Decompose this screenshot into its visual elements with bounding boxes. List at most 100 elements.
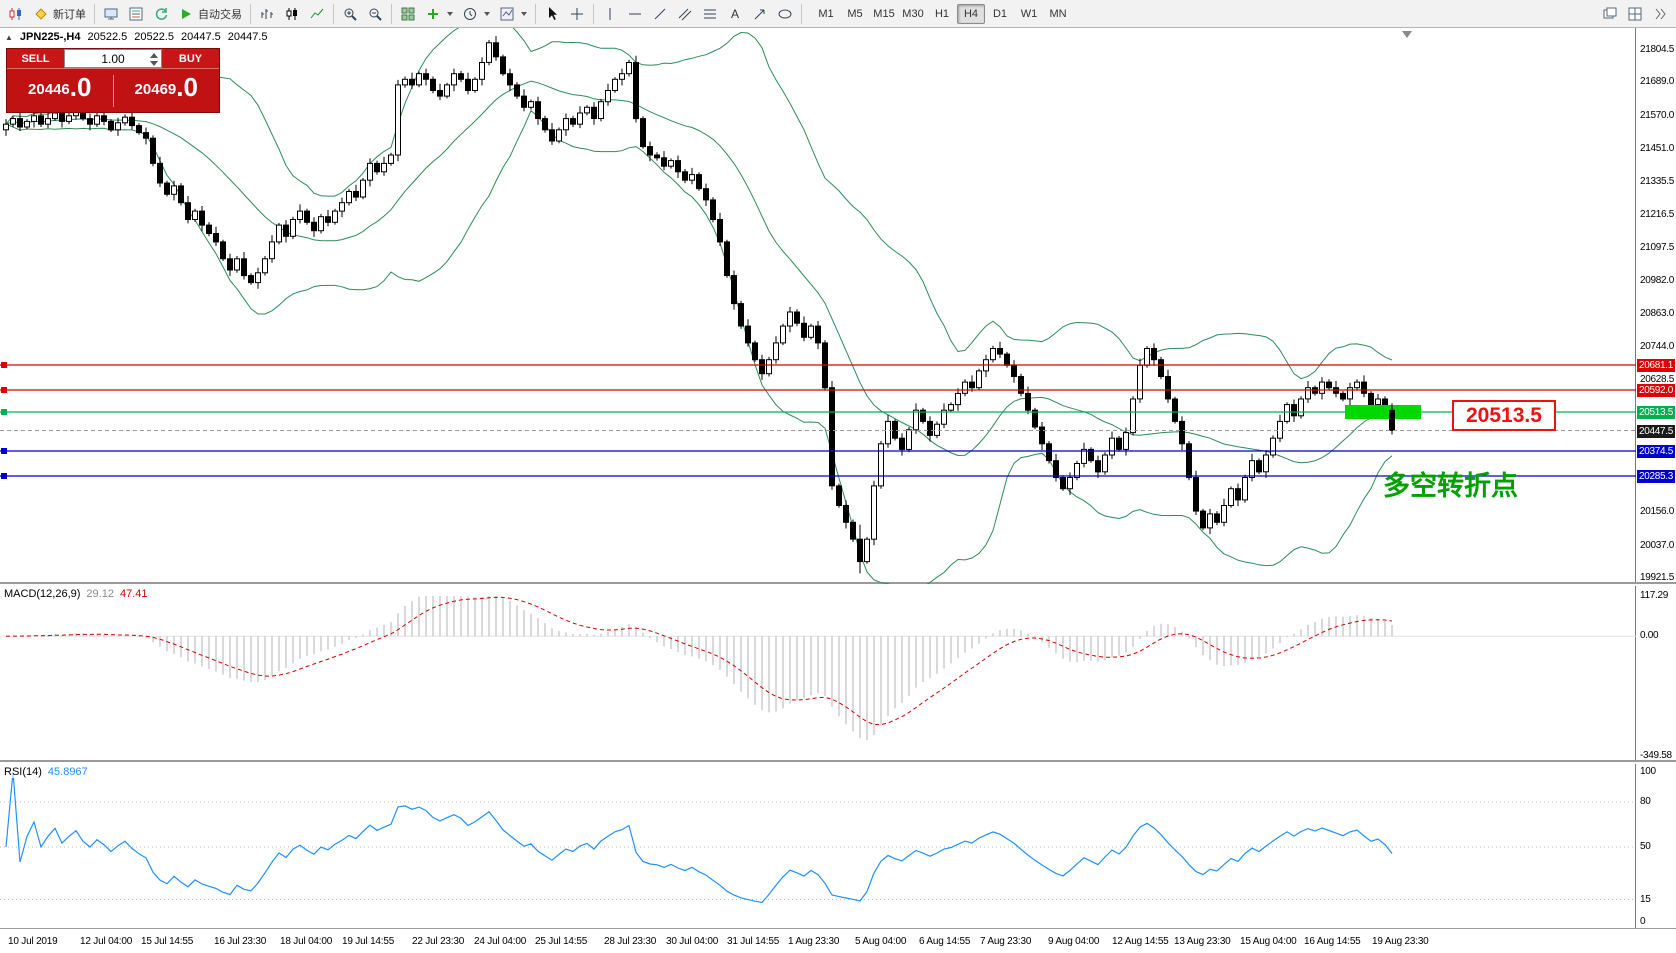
macd-plot-area[interactable] [0,586,1636,760]
horizontal-line-button[interactable] [623,3,647,25]
price-plot-area[interactable] [0,28,1636,584]
bar-chart-icon [261,8,273,19]
window-tile-button[interactable] [1623,3,1647,25]
timeframe-M30[interactable]: M30 [902,7,924,20]
zoom-out-icon [369,8,382,21]
cursor-button[interactable] [540,3,564,25]
periods-icon [464,7,476,20]
timeframe-M1[interactable]: M1 [818,7,834,20]
price-axis-label: 21216.5 [1640,209,1675,220]
time-axis[interactable]: 10 Jul 2019 12 Jul 04:00 15 Jul 14:55 16 Ju… [0,928,1676,953]
time-axis-label: 28 Jul 23:30 [604,936,657,947]
zoom-out-button[interactable] [363,3,387,25]
sell-price[interactable]: 20446.0 [7,71,113,104]
time-axis-label: 7 Aug 23:30 [980,936,1032,947]
new-chart-icon [9,7,21,20]
templates-button[interactable] [495,3,531,25]
indicators-icon [428,8,438,19]
profiles-button[interactable] [99,3,123,25]
volume-value: 1.00 [101,51,125,66]
autotrade-button[interactable]: 自动交易 [174,3,246,25]
line-chart-button[interactable] [305,3,329,25]
toolbar-separator [333,3,334,24]
price-annotation-label[interactable]: 20513.5 [1452,400,1556,432]
candlestick-chart-button[interactable] [280,3,304,25]
chart-note-text[interactable]: 多空转折点 [1383,471,1518,501]
tile-windows-button[interactable] [396,3,420,25]
timeframe-H1[interactable]: H1 [934,7,950,20]
price-axis-label: 20744.0 [1640,341,1675,352]
toolbar-right-group [1598,3,1672,25]
new-chart-button[interactable] [4,3,28,25]
price-annotation-text: 20513.5 [1466,404,1542,427]
vertical-line-button[interactable] [598,3,622,25]
volume-input[interactable]: 1.00 [64,49,162,68]
horizontal-line-icon [629,13,641,14]
price-axis-label: 21570.0 [1640,110,1675,121]
macd-chart[interactable] [0,586,1636,762]
collapse-panel-icon[interactable]: ▲ [5,32,13,42]
profiles-icon [104,8,118,19]
price-divider [112,74,114,107]
price-line-label: 20447.5 [1637,425,1676,438]
timeframe-M15[interactable]: M15 [873,7,895,20]
timeframe-group: M1 M5 M15 M30 H1 H4 D1 W1 MN [812,3,1072,24]
timeframe-D1[interactable]: D1 [992,7,1008,20]
trendline-icon [654,8,666,19]
svg-text:A: A [731,7,739,21]
bollinger-bands [5,28,1393,584]
buy-button[interactable]: BUY [162,49,219,68]
crosshair-button[interactable] [565,3,589,25]
indicators-button[interactable] [421,3,457,25]
macd-signal-value: 47.41 [119,588,148,600]
refresh-button[interactable] [149,3,173,25]
new-order-icon [35,7,47,20]
chevron-down-icon [447,11,453,16]
buy-price[interactable]: 20469.0 [114,74,220,104]
timeframe-M5[interactable]: M5 [847,7,863,20]
ohlc-open: 20522.5 [87,31,128,43]
rsi-plot-area[interactable] [0,764,1636,928]
highlight-rect [1345,405,1421,419]
timeframe-W1[interactable]: W1 [1020,7,1038,20]
time-axis-label: 31 Jul 14:55 [727,936,780,947]
window-cascade-button[interactable] [1598,3,1622,25]
timeframe-MN[interactable]: MN [1049,7,1067,20]
ohlc-close: 20447.5 [227,31,268,43]
trendline-button[interactable] [648,3,672,25]
fibonacci-button[interactable] [698,3,722,25]
timeframe-H4[interactable]: H4 [957,3,985,24]
time-axis-label: 24 Jul 04:00 [474,936,527,947]
rsi-chart[interactable] [0,764,1636,928]
price-axis-label: 20863.0 [1640,308,1675,319]
time-axis-label: 12 Jul 04:00 [80,936,133,947]
macd-scale[interactable]: 117.29 0.00 -349.58 [1637,586,1676,761]
time-axis-label: 16 Jul 23:30 [214,936,267,947]
price-axis-label: 19921.5 [1640,572,1675,583]
bar-chart-button[interactable] [255,3,279,25]
more-tools-button[interactable] [1648,3,1672,25]
channel-button[interactable] [673,3,697,25]
market-watch-button[interactable] [124,3,148,25]
price-line-label: 20285.3 [1637,470,1676,483]
rsi-scale[interactable]: 100 80 50 15 0 [1637,764,1676,928]
price-chart[interactable] [0,28,1636,584]
shapes-button[interactable] [773,3,797,25]
sell-button[interactable]: SELL [7,49,64,68]
sell-price-big: .0 [69,71,92,102]
price-axis-label: 21804.5 [1640,44,1675,55]
new-order-button[interactable]: 新订单 [29,3,90,25]
volume-down-icon [150,61,158,66]
price-scale[interactable]: 21804.5 21689.0 21570.0 21451.0 21335.5 21216… [1637,28,1676,583]
text-button[interactable]: A [723,3,747,25]
zoom-in-button[interactable] [338,3,362,25]
periods-button[interactable] [458,3,494,25]
volume-up-icon [150,53,158,58]
time-axis-label: 5 Aug 04:00 [855,936,907,947]
arrow-tool-button[interactable] [748,3,772,25]
price-axis-label: 21689.0 [1640,76,1675,87]
chevron-down-icon [484,11,490,16]
volume-spinner[interactable] [150,53,158,66]
chart-shift-marker-icon[interactable] [1402,31,1412,38]
price-axis-label: 20628.5 [1640,374,1675,385]
